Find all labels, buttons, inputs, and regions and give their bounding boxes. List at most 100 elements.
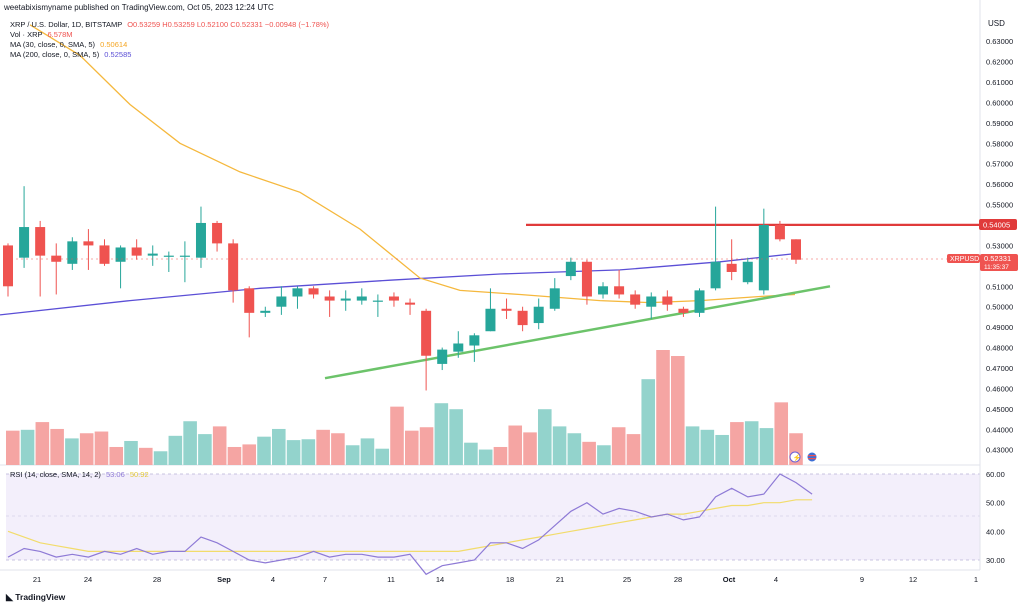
price-tick-label: 0.43000	[986, 446, 1013, 455]
legend-ma200-row[interactable]: MA (200, close, 0, SMA, 5) 0.52585	[10, 50, 131, 59]
tradingview-logo[interactable]: ◣ TradingView	[6, 592, 65, 603]
candle-body	[517, 310, 528, 326]
volume-bar	[35, 422, 50, 465]
candles	[3, 186, 801, 391]
volume-bar	[79, 433, 94, 465]
candle-body	[244, 288, 255, 313]
volume-bar	[730, 422, 744, 465]
price-tick-label: 0.57000	[986, 160, 1013, 169]
candle-body	[405, 302, 416, 305]
indicator-lines	[0, 24, 980, 380]
volume-bar	[523, 432, 537, 465]
last-price-tag	[980, 254, 1018, 271]
legend-ohlc: O0.53259 H0.53259 L0.52100 C0.52331 −0.0…	[127, 20, 330, 29]
price-tick-label: 0.60000	[986, 98, 1013, 107]
currency-label: USD	[988, 19, 1005, 28]
volume-bar	[360, 438, 375, 465]
volume-bar	[508, 425, 523, 465]
volume-bar	[405, 430, 419, 465]
time-tick-label: 7	[323, 575, 327, 584]
volume-bar	[715, 434, 729, 465]
volume-bar	[390, 406, 404, 465]
time-tick-label: 28	[153, 575, 161, 584]
legend-rsi-row[interactable]: RSI (14, close, SMA, 14, 2) 53.06 50.92	[10, 470, 149, 479]
volume-bar	[331, 433, 345, 465]
ma200-line	[0, 252, 796, 316]
time-tick-label: 4	[271, 575, 275, 584]
candle-body	[324, 296, 335, 301]
volume-bar	[242, 444, 257, 465]
candle-body	[195, 222, 206, 258]
volume-bar	[538, 409, 552, 465]
time-tick-label: 4	[774, 575, 778, 584]
candle-body	[598, 286, 609, 295]
candle-body	[581, 261, 592, 297]
rsi-tick-label: 50.00	[986, 499, 1005, 508]
time-tick-label: 14	[436, 575, 444, 584]
time-axis[interactable]: 21 24 28 Sep 4 7 11 14 18 21 25 28 Oct 4 9 12 1	[33, 575, 978, 584]
price-tick-label: 0.56000	[986, 180, 1013, 189]
legend-ma30-label: MA (30, close, 0, SMA, 5)	[10, 40, 96, 49]
candle-body	[533, 306, 544, 324]
volume-bar	[478, 449, 493, 465]
time-tick-label: 18	[506, 575, 514, 584]
volume-bar	[286, 440, 301, 465]
legend-volume-row[interactable]: Vol · XRP 6.578M	[10, 30, 73, 39]
candle-body	[212, 222, 223, 244]
candle-body	[228, 243, 239, 291]
volume-bar	[597, 445, 611, 465]
time-tick-label: 11	[387, 575, 395, 584]
tradingview-logo-text: TradingView	[15, 592, 66, 602]
time-tick-label: 21	[556, 575, 564, 584]
candle-body	[356, 296, 367, 301]
rsi-tick-label: 40.00	[986, 527, 1005, 536]
resistance-price-text: 0.54005	[983, 221, 1010, 230]
volume-bar	[6, 430, 20, 465]
time-tick-label: 25	[623, 575, 631, 584]
candle-body	[147, 253, 158, 256]
volume-bar	[94, 431, 109, 465]
candle-body	[662, 296, 673, 305]
candle-body	[742, 261, 753, 283]
volume-bar	[168, 435, 183, 465]
price-axis[interactable]: 0.63000 0.62000 0.61000 0.60000 0.59000 0.580…	[986, 37, 1013, 455]
rsi-ma-line	[7, 499, 813, 553]
candle-body	[678, 308, 689, 313]
candle-body	[372, 300, 383, 302]
volume-bar	[20, 429, 35, 465]
flag-stripe-1	[808, 455, 816, 457]
price-tick-label: 0.48000	[986, 344, 1013, 353]
volume-bar	[419, 427, 434, 465]
candle-body	[437, 349, 448, 364]
volume-bar	[50, 428, 64, 465]
time-tick-label: 21	[33, 575, 41, 584]
candle-body	[260, 310, 271, 313]
legend-symbol-row[interactable]: XRP / U.S. Dollar, 1D, BITSTAMP O0.53259…	[10, 20, 329, 29]
candle-body	[421, 310, 432, 356]
volume-bars	[6, 350, 803, 465]
legend-ma200-label: MA (200, close, 0, SMA, 5)	[10, 50, 100, 59]
candle-body	[308, 288, 319, 295]
volume-bar	[345, 445, 360, 465]
last-price-text: 0.52331	[984, 254, 1011, 263]
countdown-text: 11:35:37	[984, 264, 1009, 271]
flag-stripe-2	[808, 458, 816, 460]
time-tick-label: 1	[974, 575, 978, 584]
lightning-glyph: ⚡	[793, 453, 802, 462]
candle-body	[694, 290, 705, 313]
legend-volume-value: 6.578M	[47, 30, 73, 39]
rsi-tick-label: 60.00	[986, 470, 1005, 479]
volume-bar	[212, 426, 227, 465]
volume-bar	[700, 429, 715, 465]
price-tick-label: 0.47000	[986, 364, 1013, 373]
time-tick-label: 24	[84, 575, 92, 584]
price-tick-label: 0.49000	[986, 323, 1013, 332]
legend-ma30-row[interactable]: MA (30, close, 0, SMA, 5) 0.50614	[10, 40, 127, 49]
lightning-icon[interactable]	[789, 451, 801, 463]
candle-body	[646, 296, 657, 307]
flag-icon[interactable]	[806, 451, 818, 463]
volume-bar	[183, 421, 197, 465]
time-tick-label: 12	[909, 575, 917, 584]
